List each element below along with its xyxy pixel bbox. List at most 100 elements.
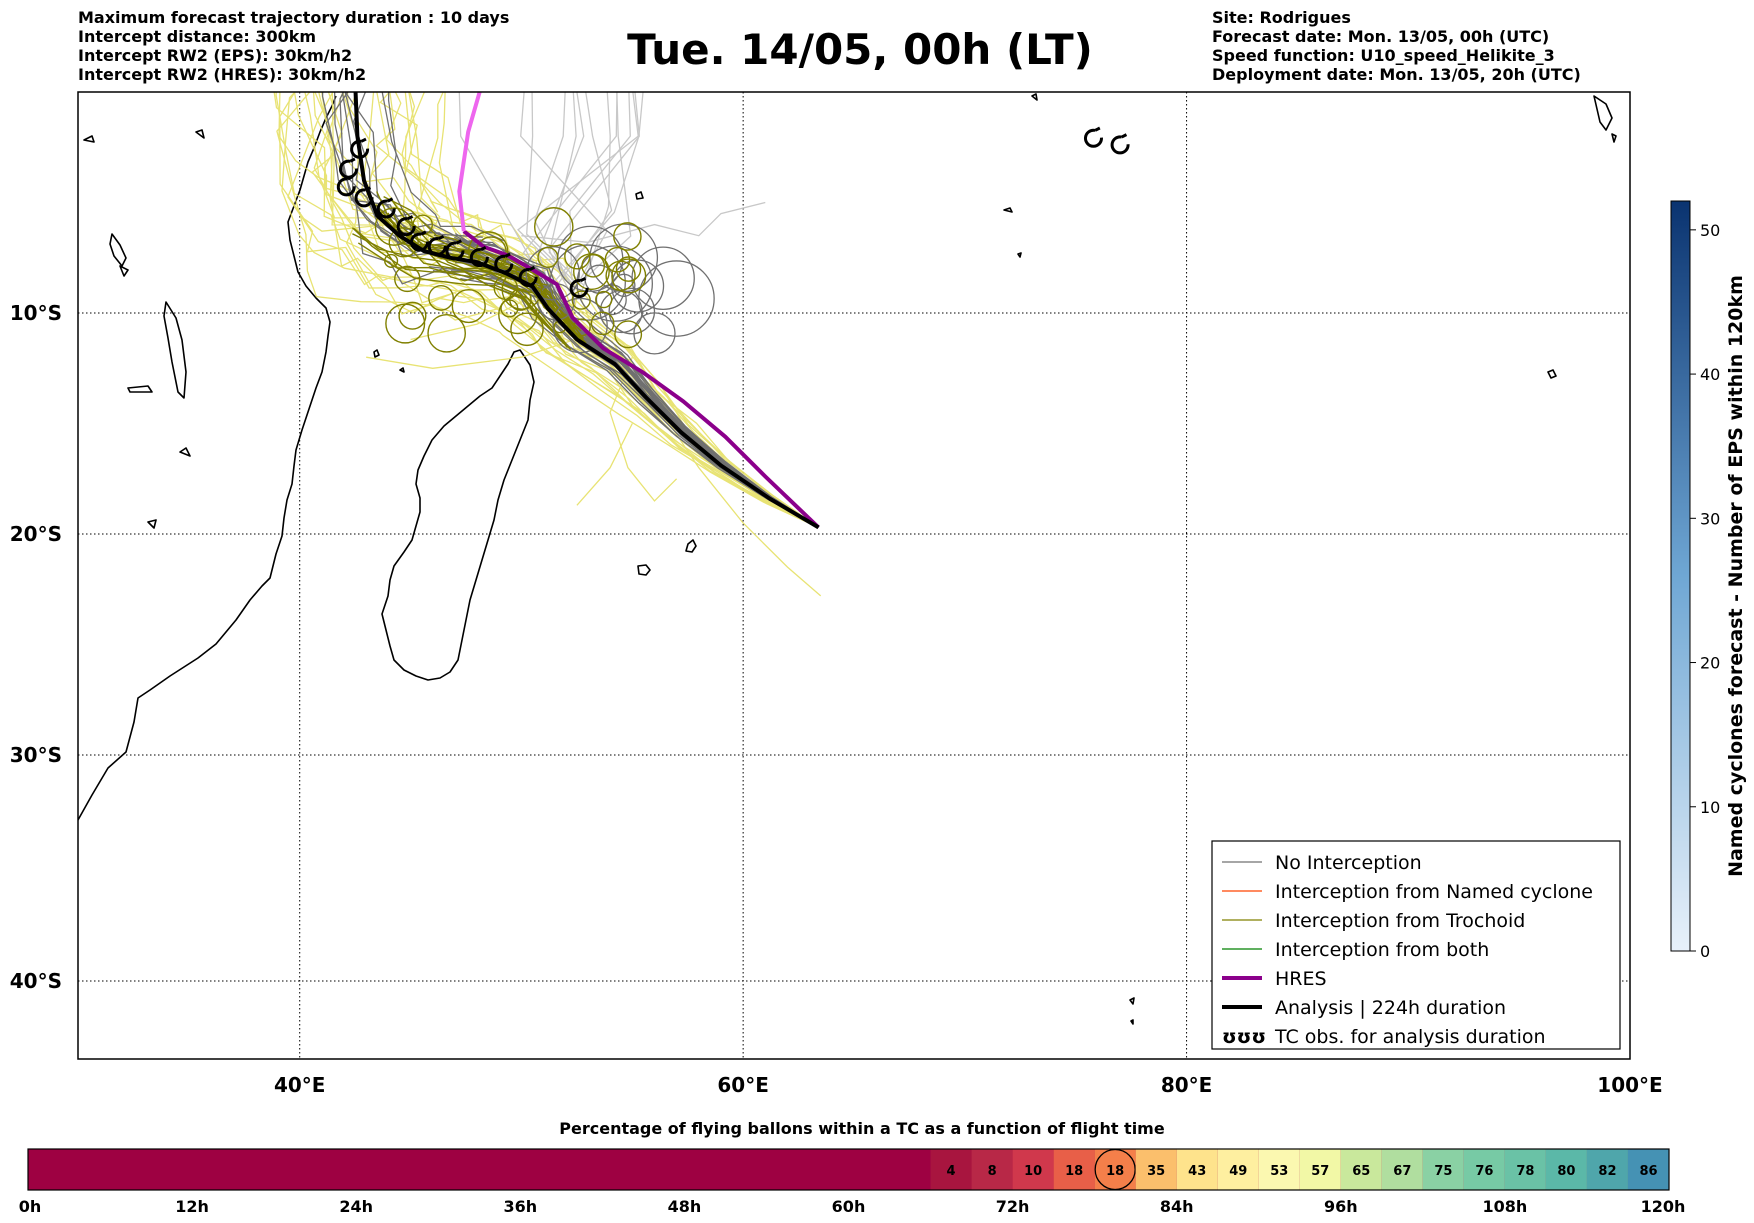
percentage-value: 49: [1229, 1164, 1247, 1179]
percentage-cell: [1053, 1149, 1095, 1190]
eps-track: [517, 92, 639, 287]
eps-loop: [615, 256, 642, 282]
percentage-value: 78: [1516, 1164, 1534, 1179]
eps-track: [339, 92, 474, 285]
percentage-cell: [971, 1149, 1013, 1190]
percentage-value: 10: [1024, 1164, 1042, 1179]
header-line: Maximum forecast trajectory duration : 1…: [78, 8, 510, 27]
lat-label: 20°S: [10, 522, 62, 546]
percentage-value: 43: [1188, 1164, 1206, 1179]
eps-track: [408, 92, 819, 528]
percentage-cell: [1258, 1149, 1300, 1190]
eps-loop: [638, 260, 715, 337]
colorbar-label: Named cyclones forecast - Number of EPS …: [1725, 275, 1747, 877]
tc-obs-marker: [350, 137, 370, 159]
eps-loop: [537, 246, 559, 268]
eps-loop: [451, 288, 486, 324]
hour-tick-label: 120h: [1641, 1197, 1686, 1216]
eps-track: [471, 241, 819, 528]
eps-loop: [493, 275, 519, 301]
legend-label: No Interception: [1275, 852, 1422, 874]
tc-obs-marker: [376, 197, 396, 219]
percentage-cell: [1627, 1149, 1669, 1190]
eps-track: [526, 92, 576, 283]
lake-tanganyika: [109, 233, 127, 267]
tc-obs-marker: [469, 246, 489, 268]
header-line: Intercept RW2 (EPS): 30km/h2: [78, 46, 353, 65]
header-line: Intercept RW2 (HRES): 30km/h2: [78, 65, 367, 84]
percentage-value: 57: [1311, 1164, 1329, 1179]
eps-loops-trochoid: [374, 207, 647, 353]
eps-track: [521, 201, 766, 243]
legend: No Interception Interception from Named c…: [1211, 840, 1621, 1050]
percentage-cell: [1012, 1149, 1054, 1190]
eps-loop: [581, 253, 606, 278]
comoros-islands: [373, 349, 405, 373]
reunion-island: [637, 564, 651, 576]
eps-track: [351, 227, 571, 349]
eps-track: [281, 92, 819, 528]
hour-tick-label: 108h: [1483, 1197, 1528, 1216]
lake-malawi: [163, 301, 187, 399]
eps-loop: [498, 294, 538, 335]
legend-symbol: ʊʊʊ: [1222, 1026, 1266, 1048]
hour-tick-label: 12h: [175, 1197, 209, 1216]
colorbar-tick-label: 0: [1700, 942, 1710, 961]
percentage-value: 65: [1352, 1164, 1370, 1179]
tc-obs-marker: [494, 252, 514, 274]
forecast-parameters: Maximum forecast trajectory duration : 1…: [78, 8, 509, 84]
percentage-cell: [1463, 1149, 1505, 1190]
lat-label: 30°S: [10, 743, 62, 767]
header-line: Deployment date: Mon. 13/05, 20h (UTC): [1212, 65, 1581, 84]
eps-loop: [427, 314, 466, 353]
eps-loop: [571, 290, 591, 310]
eps-loop: [467, 231, 509, 272]
lon-label: 100°E: [1597, 1073, 1662, 1097]
eps-loop: [595, 290, 613, 309]
eps-track: [548, 92, 644, 289]
hour-tick-label: 96h: [1324, 1197, 1358, 1216]
percentage-cell: [1504, 1149, 1546, 1190]
eps-loop: [501, 269, 543, 310]
legend-label: Interception from Named cyclone: [1275, 881, 1593, 903]
eps-track: [547, 92, 613, 298]
percentage-value: 82: [1598, 1164, 1616, 1179]
percentage-cell: [1586, 1149, 1628, 1190]
percentage-value: 53: [1270, 1164, 1288, 1179]
eps-track: [276, 92, 819, 528]
percentage-value: 35: [1147, 1164, 1165, 1179]
eps-track: [334, 92, 460, 251]
eps-track: [533, 92, 570, 292]
eps-track: [580, 92, 611, 295]
percentage-cell: [1340, 1149, 1382, 1190]
eps-loop: [388, 227, 419, 258]
percentage-cell: [1545, 1149, 1587, 1190]
longitude-labels: 40°E 60°E 80°E 100°E: [274, 1073, 1663, 1097]
colorbar-tick-label: 40: [1700, 365, 1720, 384]
percentage-cell: [1094, 1149, 1136, 1190]
percentage-value: 8: [988, 1164, 997, 1179]
percentage-value: 4: [947, 1164, 956, 1179]
hour-tick-label: 48h: [668, 1197, 702, 1216]
hour-tick-label: 60h: [832, 1197, 866, 1216]
eps-loop: [525, 246, 580, 301]
eps-loop: [394, 265, 421, 293]
tc-obs-marker: [1083, 126, 1103, 148]
site-info: Site: Rodrigues Forecast date: Mon. 13/0…: [1212, 8, 1581, 84]
legend-label: Interception from both: [1275, 939, 1489, 961]
percentage-bar: Percentage of flying ballons within a TC…: [19, 1119, 1686, 1216]
lat-label: 40°S: [10, 969, 62, 993]
legend-label: HRES: [1275, 968, 1327, 990]
seychelles-islands: [635, 191, 1022, 258]
percentage-cell: [1135, 1149, 1177, 1190]
percentage-value: 67: [1393, 1164, 1411, 1179]
percentage-value: 86: [1639, 1164, 1657, 1179]
eps-track: [341, 92, 473, 266]
percentage-value: 18: [1106, 1164, 1124, 1179]
eps-track: [366, 334, 589, 369]
legend-label: TC obs. for analysis duration: [1274, 1026, 1546, 1048]
tc-obs-marker: [569, 276, 589, 298]
hour-tick-label: 36h: [503, 1197, 537, 1216]
header-line: Speed function: U10_speed_Helikite_3: [1212, 46, 1555, 65]
